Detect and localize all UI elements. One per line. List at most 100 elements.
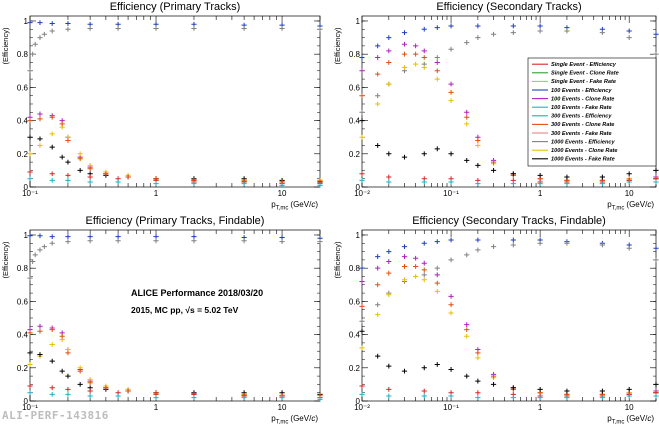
data-point xyxy=(490,167,497,173)
data-point xyxy=(421,272,427,278)
data-point xyxy=(386,81,392,87)
data-point xyxy=(448,294,454,299)
data-point xyxy=(564,388,570,394)
data-point xyxy=(421,48,427,54)
series-fake1000 xyxy=(359,118,659,180)
series-eff_se xyxy=(359,23,659,60)
legend-entry: 100 Events - Efficiency xyxy=(532,88,612,94)
series-clone1000 xyxy=(359,274,659,397)
data-point xyxy=(510,30,516,36)
data-point xyxy=(464,327,470,333)
data-point xyxy=(77,368,83,374)
data-point xyxy=(599,395,605,401)
legend: Single Event - Efficiency Single Event - … xyxy=(527,57,657,167)
legend-box xyxy=(527,57,657,167)
y-tick-label: 0.6 xyxy=(349,297,361,306)
data-point xyxy=(37,20,43,26)
series-eff1000 xyxy=(27,26,323,74)
data-point xyxy=(59,121,65,127)
data-point xyxy=(27,20,33,26)
data-point xyxy=(115,21,121,27)
data-point xyxy=(359,118,365,123)
data-point xyxy=(386,151,392,157)
data-point xyxy=(191,21,197,27)
data-point xyxy=(37,323,43,329)
data-point xyxy=(413,51,419,57)
data-point xyxy=(413,255,419,261)
data-point xyxy=(279,395,285,401)
y-tick-label: 1 xyxy=(356,17,361,26)
data-point xyxy=(375,353,381,359)
data-point xyxy=(375,302,381,308)
data-point xyxy=(49,114,55,120)
data-point xyxy=(464,121,470,127)
data-point xyxy=(475,143,481,148)
legend-entry: Single Event - Fake Rate xyxy=(532,79,616,85)
data-point xyxy=(115,393,121,399)
data-point xyxy=(626,393,632,399)
data-point xyxy=(475,237,481,243)
plot-frame xyxy=(29,229,321,402)
data-point xyxy=(77,151,83,157)
legend-label: 300 Events - Fake Rate xyxy=(551,131,612,137)
data-point xyxy=(49,171,55,177)
data-point xyxy=(153,181,159,187)
data-point xyxy=(475,390,481,396)
data-point xyxy=(49,28,55,34)
data-point xyxy=(626,171,632,177)
data-point xyxy=(448,367,454,372)
data-point xyxy=(653,257,659,263)
data-point xyxy=(490,159,497,165)
y-tick-label: 0.2 xyxy=(349,364,361,373)
data-point xyxy=(599,388,605,394)
data-point xyxy=(49,391,55,397)
legend-label: 1000 Events - Clone Rate xyxy=(551,148,618,154)
data-point xyxy=(27,383,33,389)
data-point xyxy=(448,46,454,52)
data-point xyxy=(65,172,71,178)
data-point xyxy=(375,71,381,77)
data-point xyxy=(375,312,381,318)
data-point xyxy=(30,51,36,57)
data-point xyxy=(153,238,159,244)
data-point xyxy=(401,264,408,269)
y-tick-label: 0.6 xyxy=(17,297,29,306)
data-point xyxy=(27,390,33,396)
data-point xyxy=(65,386,71,392)
data-point xyxy=(653,245,659,251)
data-point xyxy=(421,365,427,371)
data-point xyxy=(401,30,408,36)
data-point xyxy=(49,327,55,333)
data-point xyxy=(490,31,497,37)
data-point xyxy=(448,393,454,399)
data-point xyxy=(87,179,93,185)
data-point xyxy=(49,385,55,391)
data-point xyxy=(27,134,33,140)
data-point xyxy=(27,118,33,123)
data-point xyxy=(401,244,408,250)
series-eff1000 xyxy=(359,28,659,115)
data-point xyxy=(448,302,454,308)
data-point xyxy=(386,270,392,276)
data-point xyxy=(413,274,419,279)
data-point xyxy=(386,48,392,54)
panel-3: Efficiency (Primary Tracks, Findable) 0 0.… xyxy=(1,215,323,424)
data-point xyxy=(359,345,365,351)
data-point xyxy=(49,240,55,246)
data-point xyxy=(279,239,285,245)
legend-label: Single Event - Efficiency xyxy=(551,62,617,68)
data-point xyxy=(599,242,605,248)
data-point xyxy=(241,238,247,244)
data-point xyxy=(626,245,632,251)
data-point xyxy=(317,396,323,402)
legend-entry: 1000 Events - Efficiency xyxy=(532,139,616,145)
data-point xyxy=(191,234,197,240)
data-point xyxy=(434,146,440,152)
y-axis-label: (Efficiency) xyxy=(333,241,342,278)
series-fake1000 xyxy=(27,350,323,397)
data-point xyxy=(27,330,33,336)
series-fake_se xyxy=(27,169,323,187)
data-point xyxy=(475,181,481,187)
data-point xyxy=(510,242,516,248)
data-point xyxy=(375,254,381,259)
